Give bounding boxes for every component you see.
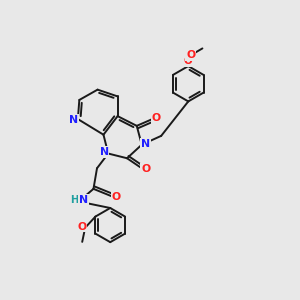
Text: O: O <box>184 56 193 66</box>
Text: O: O <box>152 113 161 123</box>
Text: O: O <box>77 222 86 232</box>
Text: N: N <box>79 195 88 205</box>
Text: N: N <box>69 115 78 125</box>
Text: O: O <box>112 192 121 202</box>
Text: H: H <box>70 195 78 205</box>
Text: O: O <box>141 164 150 174</box>
Text: N: N <box>100 147 109 157</box>
Text: O: O <box>186 50 195 61</box>
Text: N: N <box>141 139 150 149</box>
